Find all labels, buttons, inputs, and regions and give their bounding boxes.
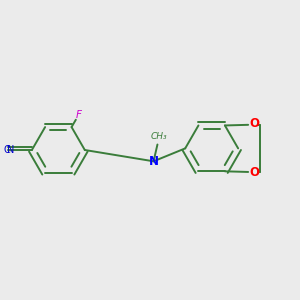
Text: N: N: [7, 145, 14, 155]
Text: C: C: [4, 145, 10, 155]
Text: O: O: [249, 117, 259, 130]
Text: CH₃: CH₃: [151, 132, 167, 141]
Text: N: N: [148, 155, 159, 168]
Text: F: F: [76, 110, 82, 120]
Text: O: O: [249, 167, 259, 179]
